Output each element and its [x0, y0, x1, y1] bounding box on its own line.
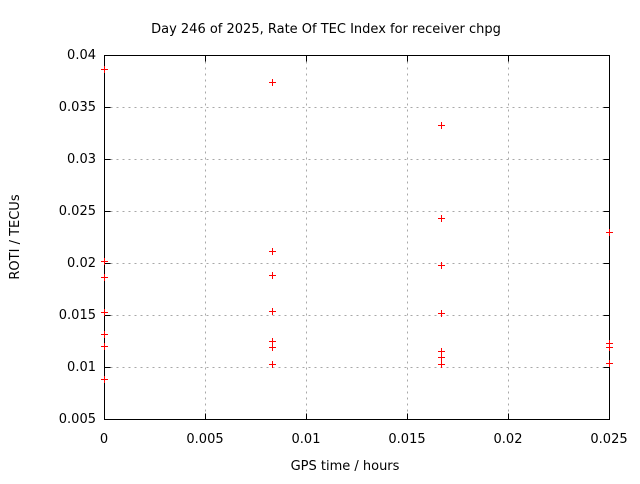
data-point	[606, 360, 613, 367]
data-point	[269, 361, 276, 368]
y-axis-label: ROTI / TECUs	[8, 194, 23, 279]
data-point	[269, 344, 276, 351]
data-point	[101, 343, 108, 350]
data-point	[101, 309, 108, 316]
plot-area: 0.005 0.01 0.015 0.02 0.025 0.03 0.035 0.04 0 0.0…	[59, 48, 628, 447]
data-point	[101, 331, 108, 338]
data-point	[269, 79, 276, 86]
x-axis-label: GPS time / hours	[291, 459, 400, 474]
y-tick-label: 0.025	[59, 204, 96, 219]
x-tick-label: 0	[100, 432, 108, 447]
x-tick-label: 0.02	[494, 432, 523, 447]
data-point	[438, 310, 445, 317]
data-point	[438, 262, 445, 269]
y-tick-label: 0.035	[59, 100, 96, 115]
data-point	[101, 274, 108, 281]
data-point	[269, 308, 276, 315]
x-tick-label: 0.01	[292, 432, 321, 447]
data-point	[269, 338, 276, 345]
x-tick-label: 0.015	[388, 432, 425, 447]
data-point	[438, 354, 445, 361]
data-point	[438, 122, 445, 129]
data-point	[101, 376, 108, 383]
data-point	[101, 66, 108, 73]
y-tick-label: 0.01	[67, 360, 96, 375]
y-tick-label: 0.015	[59, 308, 96, 323]
plot-border	[104, 55, 610, 420]
y-tick-label: 0.04	[67, 48, 96, 63]
y-tick-label: 0.005	[59, 412, 96, 427]
data-point	[269, 248, 276, 255]
data-point	[438, 215, 445, 222]
data-point	[101, 258, 108, 265]
data-point	[606, 344, 613, 351]
x-tick-label: 0.025	[590, 432, 627, 447]
data-point	[606, 229, 613, 236]
x-tick-label: 0.005	[186, 432, 223, 447]
chart-title: Day 246 of 2025, Rate Of TEC Index for r…	[151, 22, 501, 37]
data-point	[438, 361, 445, 368]
y-tick-label: 0.02	[67, 256, 96, 271]
y-tick-label: 0.03	[67, 152, 96, 167]
data-point	[269, 272, 276, 279]
data-point	[438, 348, 445, 355]
